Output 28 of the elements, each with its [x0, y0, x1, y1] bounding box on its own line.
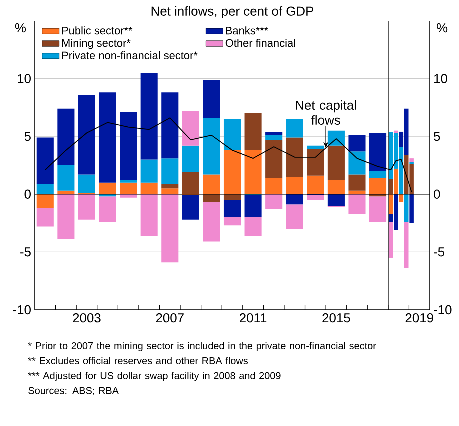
legend-label: Mining sector* — [62, 39, 131, 50]
y-tick-label: 0 — [24, 190, 31, 199]
text: ** Excludes official reserves and other RBA flows — [28, 357, 248, 364]
legend-label: Private non-financial sector* — [62, 51, 198, 60]
y-tick-label: 10 — [18, 74, 31, 84]
chart-title: Net inflows, per cent of GDP — [152, 6, 314, 18]
legend-label: Banks*** — [226, 26, 268, 35]
y2-tick-label: -5 — [434, 248, 444, 257]
source-note: Sources: ABS; RBA — [28, 387, 119, 396]
x-tick-label: 2019 — [406, 314, 434, 323]
y2-tick-label: 0 — [434, 190, 440, 199]
x-tick-label: 2003 — [73, 314, 101, 323]
y2-tick-label: 5 — [434, 132, 440, 142]
y-tick-label: -10 — [13, 305, 31, 315]
x-tick-label: 2011 — [240, 314, 267, 323]
x-tick-label: 2015 — [322, 314, 350, 323]
legend-label: Public sector** — [62, 26, 133, 35]
y2-tick-label: -10 — [434, 305, 452, 315]
y-axis-title: % — [15, 24, 26, 33]
legend-label: Other financial — [226, 39, 296, 48]
x-tick-label: 2007 — [156, 314, 184, 323]
y-tick-label: -5 — [20, 248, 31, 257]
text: * Prior to 2007 the mining sector is included in the private non-financial sector — [28, 342, 376, 352]
y2-tick-label: 10 — [434, 74, 448, 84]
text: *** Adjusted for US dollar swap facility in 2008 and 2009 — [28, 372, 281, 382]
annotation: Net capital flows — [296, 100, 356, 125]
y-tick-label: 5 — [24, 132, 31, 142]
y2-axis-title: % — [436, 24, 448, 33]
